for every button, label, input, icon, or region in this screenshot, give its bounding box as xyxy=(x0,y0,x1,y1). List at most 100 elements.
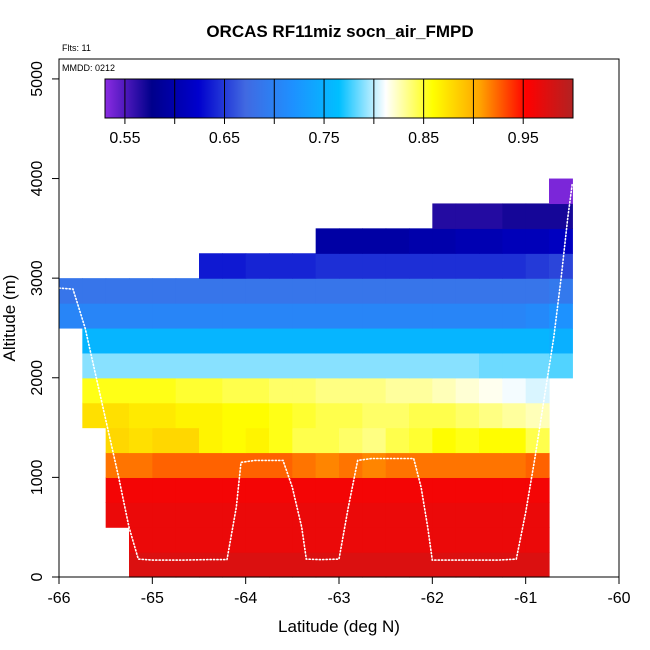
heatmap-cell xyxy=(82,278,107,304)
heatmap-cell xyxy=(175,278,200,304)
heatmap-cell xyxy=(479,203,503,229)
heatmap-cell xyxy=(105,278,130,304)
heatmap-cell xyxy=(245,278,270,304)
x-tick-label: -64 xyxy=(234,590,257,607)
heatmap-cell xyxy=(269,377,293,404)
heatmap-cell xyxy=(292,477,317,503)
heatmap-cell xyxy=(455,253,480,279)
heatmap-cell xyxy=(502,502,527,528)
heatmap-cell xyxy=(315,452,340,478)
heatmap-cell xyxy=(385,377,410,404)
heatmap-cell xyxy=(432,427,457,454)
heatmap-cell xyxy=(199,527,223,553)
heatmap-cell xyxy=(455,228,480,254)
heatmap-cell xyxy=(245,552,270,578)
heatmap-cell xyxy=(385,402,410,429)
heatmap-cell xyxy=(525,552,550,578)
y-axis: 0 1000 2000 3000 4000 5000 xyxy=(29,61,59,581)
heatmap-cell xyxy=(199,352,223,379)
heatmap-cell xyxy=(432,452,457,478)
heatmap-cell xyxy=(432,203,457,229)
heatmap-cell xyxy=(455,502,480,528)
heatmap-cell xyxy=(455,452,480,478)
heatmap-cell xyxy=(409,502,433,528)
heatmap-cell xyxy=(269,327,293,354)
heatmap-cell xyxy=(409,552,433,578)
heatmap-cell xyxy=(525,527,550,553)
heatmap-cell xyxy=(409,327,433,354)
heatmap-cell xyxy=(385,477,410,503)
heatmap-cell xyxy=(479,477,503,503)
heatmap-cell xyxy=(432,377,457,404)
heatmap-cell xyxy=(199,303,223,329)
heatmap-cell xyxy=(269,253,293,279)
heatmap-cell xyxy=(362,303,387,329)
heatmap-cell xyxy=(199,477,223,503)
heatmap-cell xyxy=(362,228,387,254)
heatmap-cell xyxy=(502,253,527,279)
heatmap-cell xyxy=(455,377,480,404)
heatmap-cell xyxy=(175,303,200,329)
heatmap-cell xyxy=(502,377,527,404)
heatmap-cell xyxy=(315,278,340,304)
heatmap-cell xyxy=(315,427,340,454)
heatmap-cell xyxy=(339,402,363,429)
heatmap-cell xyxy=(269,552,293,578)
heatmap-cell xyxy=(385,427,410,454)
heatmap-cell xyxy=(525,303,550,329)
colorbar-tick-label: 0.55 xyxy=(109,130,140,147)
heatmap-cell xyxy=(315,552,340,578)
x-tick-label: -60 xyxy=(607,590,630,607)
heatmap-cell xyxy=(479,327,503,354)
heatmap-cell xyxy=(245,477,270,503)
heatmap-cell xyxy=(362,352,387,379)
x-tick-label: -62 xyxy=(421,590,444,607)
heatmap-cell xyxy=(479,527,503,553)
flights-annotation: Flts: 11 xyxy=(62,43,91,53)
y-tick-label: 1000 xyxy=(29,459,46,495)
x-tick-label: -63 xyxy=(327,590,350,607)
heatmap-cell xyxy=(479,278,503,304)
heatmap-cell xyxy=(292,253,317,279)
heatmap-cell xyxy=(129,303,153,329)
heatmap-cell xyxy=(199,253,223,279)
heatmap-cell xyxy=(525,228,550,254)
heatmap-cell xyxy=(269,352,293,379)
heatmap-cell xyxy=(409,452,433,478)
colorbar-gradient xyxy=(104,78,574,119)
heatmap-cell xyxy=(222,278,247,304)
heatmap-cell xyxy=(199,502,223,528)
heatmap-cell xyxy=(315,502,340,528)
heatmap-cell xyxy=(432,477,457,503)
heatmap-cell xyxy=(245,402,270,429)
heatmap-cell xyxy=(502,203,527,229)
heatmap-cell xyxy=(222,402,247,429)
heatmap-cell xyxy=(315,352,340,379)
y-tick-label: 0 xyxy=(29,572,46,581)
heatmap-cell xyxy=(479,253,503,279)
heatmap-cell xyxy=(409,278,433,304)
heatmap-cell xyxy=(152,427,177,454)
heatmap-cell xyxy=(339,352,363,379)
heatmap-cell xyxy=(479,502,503,528)
heatmap-cell xyxy=(362,402,387,429)
heatmap-cell xyxy=(549,303,573,329)
colorbar: 0.55 0.65 0.75 0.85 0.95 xyxy=(104,78,574,147)
heatmap-cell xyxy=(385,228,410,254)
heatmap-cell xyxy=(245,452,270,478)
heatmap-cell xyxy=(409,527,433,553)
heatmap-cell xyxy=(245,427,270,454)
heatmap-cell xyxy=(245,527,270,553)
heatmap-cell xyxy=(199,402,223,429)
heatmap-cell xyxy=(339,427,363,454)
heatmap-cell xyxy=(455,477,480,503)
heatmap-cell xyxy=(105,377,130,404)
heatmap-cell xyxy=(269,477,293,503)
heatmap-cell xyxy=(549,203,573,229)
heatmap-cell xyxy=(129,427,153,454)
heatmap-cell xyxy=(245,327,270,354)
heatmap-cell xyxy=(199,552,223,578)
heatmap-cell xyxy=(549,253,573,279)
heatmap-cell xyxy=(525,477,550,503)
heatmap-cell xyxy=(362,278,387,304)
